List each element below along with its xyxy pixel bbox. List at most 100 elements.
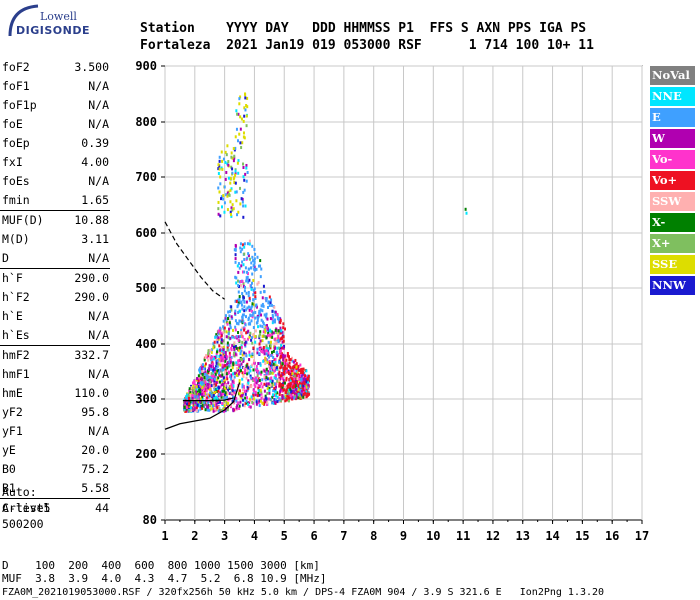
- trace-point: [291, 356, 294, 360]
- trace-point: [215, 354, 218, 358]
- trace-point: [224, 408, 227, 412]
- trace-point: [197, 397, 200, 401]
- trace-point: [271, 317, 274, 321]
- trace-point: [293, 380, 296, 384]
- trace-point: [249, 313, 252, 317]
- trace-point: [242, 298, 245, 302]
- trace-point: [269, 366, 272, 370]
- trace-point: [229, 326, 232, 330]
- trace-point: [238, 406, 241, 410]
- trace-point: [278, 393, 281, 397]
- x-tick-label: 4: [251, 529, 258, 543]
- trace-point: [222, 325, 225, 329]
- param-row: hmF1 N/A: [0, 365, 113, 384]
- trace-point: [219, 359, 222, 363]
- trace-point: [235, 363, 238, 367]
- trace-point: [242, 263, 245, 267]
- trace-point: [232, 397, 235, 401]
- trace-point: [213, 396, 216, 400]
- trace-point: [288, 392, 291, 396]
- trace-point: [220, 408, 223, 412]
- trace-point: [260, 396, 263, 400]
- trace-point: [231, 335, 234, 339]
- trace-point: [255, 321, 258, 325]
- multihop-point: [221, 159, 224, 163]
- trace-point: [235, 321, 238, 325]
- trace-point: [300, 384, 303, 388]
- y-tick-label: 200: [135, 447, 157, 461]
- trace-point: [215, 338, 218, 342]
- logo-arc-icon: [8, 4, 39, 37]
- param-value: 5.58: [81, 481, 109, 495]
- ionogram-plot: 1 2 3 4 5 6 7 8 9 10 11 12 13 14 15 16 17802003004005006…: [135, 59, 649, 543]
- param-name: D: [2, 251, 9, 265]
- trace-point: [254, 378, 257, 382]
- trace-point: [201, 406, 204, 410]
- trace-point: [259, 290, 262, 294]
- trace-point: [247, 371, 250, 375]
- trace-point: [283, 369, 286, 373]
- trace-point: [293, 377, 296, 381]
- trace-point: [245, 291, 248, 295]
- param-row: foF1p N/A: [0, 96, 113, 115]
- trace-point: [285, 388, 288, 392]
- trace-point: [258, 334, 261, 338]
- trace-point: [223, 350, 226, 354]
- trace-point: [265, 336, 268, 340]
- y-tick-label: 300: [135, 392, 157, 406]
- multihop-point: [235, 199, 238, 203]
- trace-point: [260, 382, 263, 386]
- trace-point: [240, 362, 243, 366]
- trace-point: [245, 278, 248, 282]
- param-row: foF2 3.500: [0, 58, 113, 77]
- trace-point: [282, 370, 285, 374]
- trace-point: [224, 391, 227, 395]
- trace-point: [268, 371, 271, 375]
- trace-point: [227, 348, 230, 352]
- trace-point: [189, 400, 192, 404]
- trace-point: [273, 320, 276, 324]
- header-labels: Station YYYY DAY DDD HHMMSS P1 FFS S AXN…: [140, 21, 587, 36]
- trace-point: [282, 335, 285, 339]
- trace-point: [281, 340, 284, 344]
- multihop-point: [224, 177, 227, 181]
- trace-point: [193, 391, 196, 395]
- trace-point: [248, 257, 251, 261]
- muf-table: D 100 200 400 600 800 1000 1500 3000 [km…: [2, 559, 327, 585]
- multihop-point: [239, 95, 242, 99]
- multihop-point: [219, 175, 222, 179]
- trace-point: [247, 381, 250, 385]
- trace-point: [244, 401, 247, 405]
- trace-point: [199, 404, 202, 408]
- trace-point: [267, 305, 270, 309]
- trace-point: [230, 368, 233, 372]
- multihop-point: [226, 144, 229, 148]
- trace-point: [239, 369, 242, 373]
- trace-point: [269, 317, 272, 321]
- trace-point: [272, 367, 275, 371]
- trace-point: [212, 374, 215, 378]
- trace-point: [305, 380, 308, 384]
- trace-point: [235, 367, 238, 371]
- trace-point: [243, 353, 246, 357]
- trace-point: [195, 385, 198, 389]
- trace-point: [251, 244, 254, 248]
- trace-point: [221, 365, 224, 369]
- trace-point: [232, 328, 235, 332]
- trace-point: [237, 270, 240, 274]
- trace-point: [273, 376, 276, 380]
- trace-point: [226, 343, 229, 347]
- trace-point: [269, 397, 272, 401]
- param-row: hmF2 332.7: [0, 346, 113, 365]
- trace-point: [250, 261, 253, 265]
- trace-point: [196, 377, 199, 381]
- trace-point: [252, 259, 255, 263]
- trace-point: [217, 385, 220, 389]
- trace-point: [263, 334, 266, 338]
- trace-point: [191, 396, 194, 400]
- trace-point: [235, 276, 238, 280]
- trace-point: [206, 355, 209, 359]
- trace-point: [295, 369, 298, 373]
- legend-w: W: [650, 129, 695, 148]
- trace-point: [241, 307, 244, 311]
